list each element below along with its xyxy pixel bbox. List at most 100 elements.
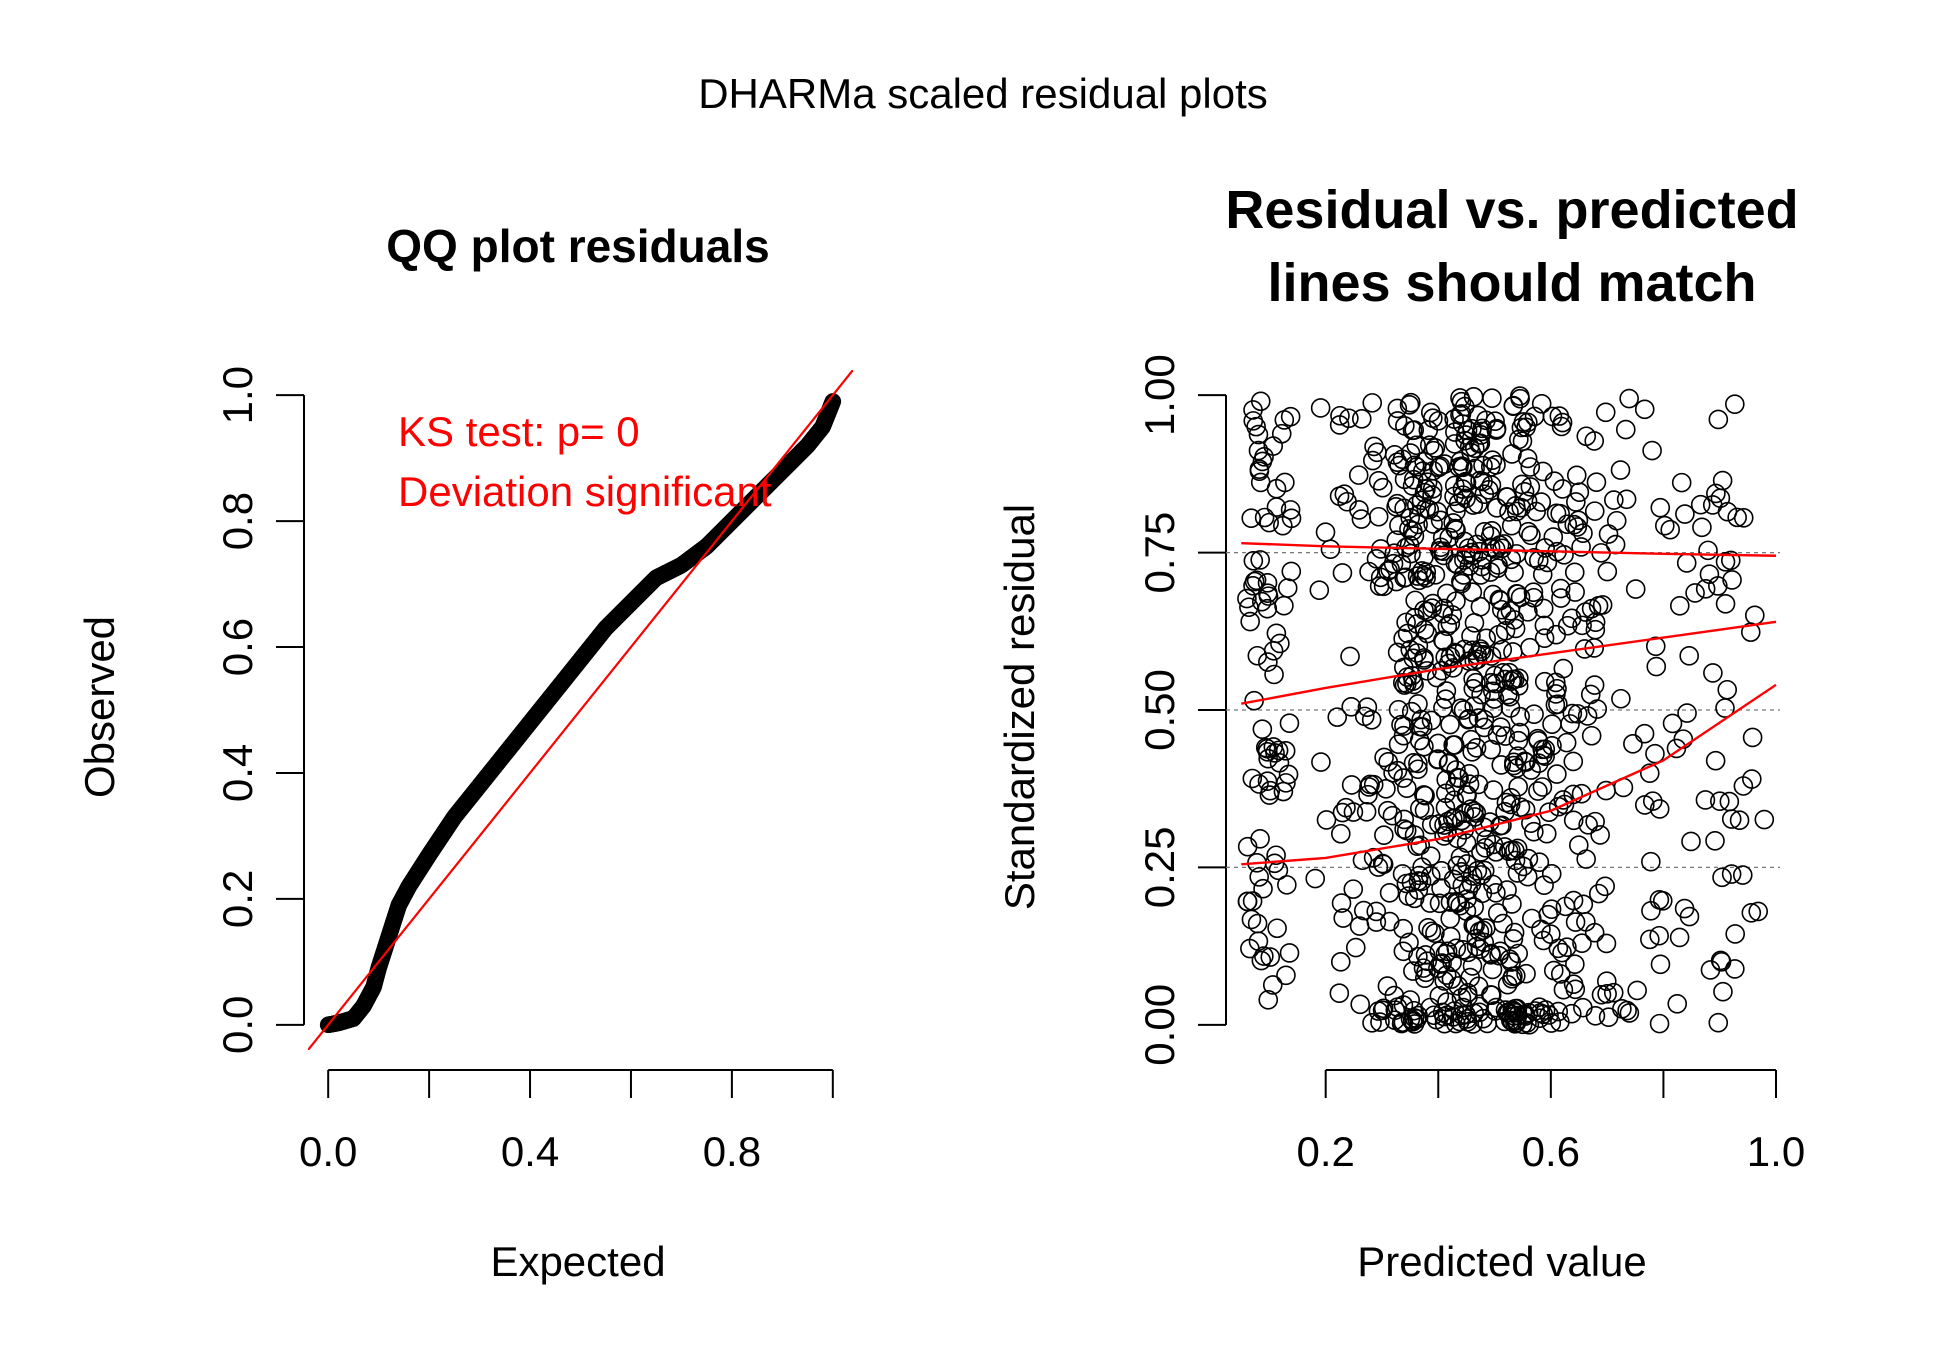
rvp-point: [1250, 391, 1271, 412]
rvp-point: [1447, 855, 1468, 876]
rvp-point: [1523, 582, 1544, 602]
rvp-point: [1429, 457, 1449, 478]
rvp-point: [1258, 748, 1278, 769]
rvp-point: [1368, 471, 1389, 491]
rvp-point: [1503, 642, 1523, 662]
rvp-point: [1546, 672, 1566, 693]
rvp-point: [1366, 549, 1387, 569]
rvp-point: [1481, 985, 1501, 1005]
rvp-point: [1534, 875, 1554, 896]
rvp-point: [1541, 899, 1562, 919]
rvp-point: [1393, 768, 1414, 788]
qq-y-tick-label: 0.6: [214, 618, 261, 676]
rvp-point: [1488, 555, 1508, 575]
rvp-point: [1650, 954, 1671, 975]
rvp-point: [1515, 799, 1536, 820]
rvp-point: [1598, 524, 1619, 544]
rvp-point: [1431, 878, 1451, 898]
rvp-point: [1572, 615, 1592, 636]
rvp-point: [1373, 998, 1394, 1019]
rvp-point: [1417, 661, 1437, 681]
rvp-point: [1741, 902, 1762, 923]
rvp-point: [1281, 561, 1302, 582]
rvp-x-tick-label: 0.2: [1296, 1128, 1354, 1175]
rvp-point: [1500, 1010, 1521, 1031]
rvp-point: [1721, 809, 1742, 829]
rvp-point: [1699, 564, 1720, 584]
rvp-point: [1516, 417, 1536, 438]
rvp-point: [1444, 735, 1465, 755]
rvp-point: [1510, 587, 1531, 608]
rvp-point: [1387, 493, 1407, 514]
rvp-point: [1470, 939, 1491, 959]
rvp-point: [1430, 537, 1451, 558]
rvp-point: [1462, 640, 1483, 661]
rvp-point: [1721, 864, 1742, 884]
rvp-point: [1524, 547, 1544, 568]
rvp-point: [1244, 571, 1265, 592]
rvp-point: [1486, 882, 1506, 903]
rvp-point: [1459, 764, 1480, 784]
rvp-point: [1531, 492, 1552, 512]
qq-reference-line: [308, 370, 853, 1050]
rvp-point: [1539, 1005, 1559, 1025]
rvp-point: [1259, 785, 1280, 805]
rvp-point: [1524, 704, 1544, 724]
rvp-point: [1358, 784, 1378, 805]
rvp-point: [1411, 709, 1432, 730]
rvp-point: [1394, 809, 1415, 830]
rvp-point: [1501, 952, 1522, 972]
rvp-point: [1241, 508, 1262, 528]
rvp-point: [1250, 550, 1270, 570]
rvp-point: [1329, 415, 1350, 435]
rvp-point: [1496, 487, 1517, 507]
rvp-point: [1394, 657, 1414, 678]
rvp-point: [1356, 802, 1377, 822]
rvp-point: [1414, 566, 1434, 586]
rvp-point: [1506, 501, 1527, 522]
rvp-point: [1309, 580, 1330, 600]
rvp-point: [1528, 730, 1549, 751]
rvp-point: [1248, 440, 1269, 461]
rvp-point: [1546, 624, 1566, 645]
rvp-point: [1675, 504, 1695, 524]
rvp-point: [1732, 865, 1753, 885]
rvp-point: [1495, 620, 1516, 641]
rvp-point: [1408, 694, 1428, 714]
rvp-point: [1440, 892, 1461, 912]
rvp-point: [1400, 639, 1421, 660]
rvp-point: [1372, 477, 1393, 498]
rvp-point: [1503, 755, 1524, 776]
rvp-point: [1446, 591, 1466, 612]
rvp-point: [1649, 1013, 1670, 1034]
rvp-point: [1316, 810, 1337, 830]
rvp-point: [1331, 893, 1352, 913]
rvp-point: [1449, 768, 1469, 789]
rvp-point: [1729, 810, 1750, 831]
rvp-point: [1348, 465, 1369, 485]
rvp-point: [1445, 518, 1465, 539]
rvp-point: [1529, 753, 1549, 773]
rvp-point: [1254, 507, 1275, 528]
rvp-point: [1465, 438, 1485, 458]
rvp-point: [1327, 707, 1348, 727]
rvp-point: [1310, 398, 1331, 418]
rvp-point: [1619, 1003, 1640, 1023]
rvp-quantile-curve-2: [1241, 620, 1777, 705]
rvp-point: [1378, 561, 1398, 581]
rvp-point: [1410, 716, 1430, 737]
rvp-point: [1645, 743, 1665, 764]
rvp-point: [1259, 512, 1279, 533]
rvp-point: [1249, 774, 1269, 794]
rvp-point: [1551, 416, 1572, 437]
rvp-point: [1379, 883, 1400, 903]
rvp-point: [1428, 733, 1448, 754]
rvp-point: [1408, 871, 1429, 891]
rvp-point: [1382, 805, 1403, 826]
rvp-point: [1552, 942, 1572, 963]
qq-y-tick-label: 0.0: [214, 996, 261, 1054]
rvp-point: [1534, 628, 1555, 649]
rvp-point: [1576, 912, 1596, 932]
rvp-point: [1562, 703, 1583, 724]
